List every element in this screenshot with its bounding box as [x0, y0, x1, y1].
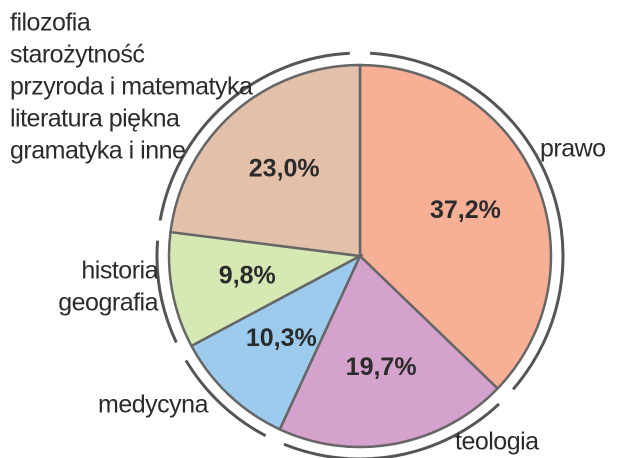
- pie-slice: [169, 63, 362, 258]
- value-label: 10,3%: [246, 324, 317, 352]
- value-label: 23,0%: [249, 155, 320, 183]
- outer-ring: [155, 240, 178, 344]
- category-label: gramatyka i inne: [10, 137, 185, 165]
- value-label: 9,8%: [219, 261, 276, 289]
- category-label: medycyna: [98, 391, 209, 419]
- pie-slice: [189, 253, 363, 431]
- category-label: historia: [81, 257, 158, 285]
- category-label: literatura piękna: [10, 105, 180, 133]
- value-label: 19,7%: [346, 353, 417, 381]
- pie-slice: [278, 253, 500, 449]
- category-label: geografia: [58, 289, 158, 317]
- category-label: filozofia: [10, 9, 91, 37]
- category-label: starożytność: [10, 41, 144, 69]
- outer-ring: [283, 402, 501, 458]
- pie-slice: [167, 230, 365, 348]
- category-label: prawo: [540, 135, 606, 163]
- category-label: przyroda i matematyka: [10, 73, 253, 101]
- outer-ring: [158, 51, 350, 221]
- category-label: teologia: [455, 428, 539, 456]
- outer-ring: [184, 359, 267, 438]
- pie-slice: [358, 63, 553, 391]
- outer-ring: [370, 51, 565, 391]
- value-label: 37,2%: [430, 196, 501, 224]
